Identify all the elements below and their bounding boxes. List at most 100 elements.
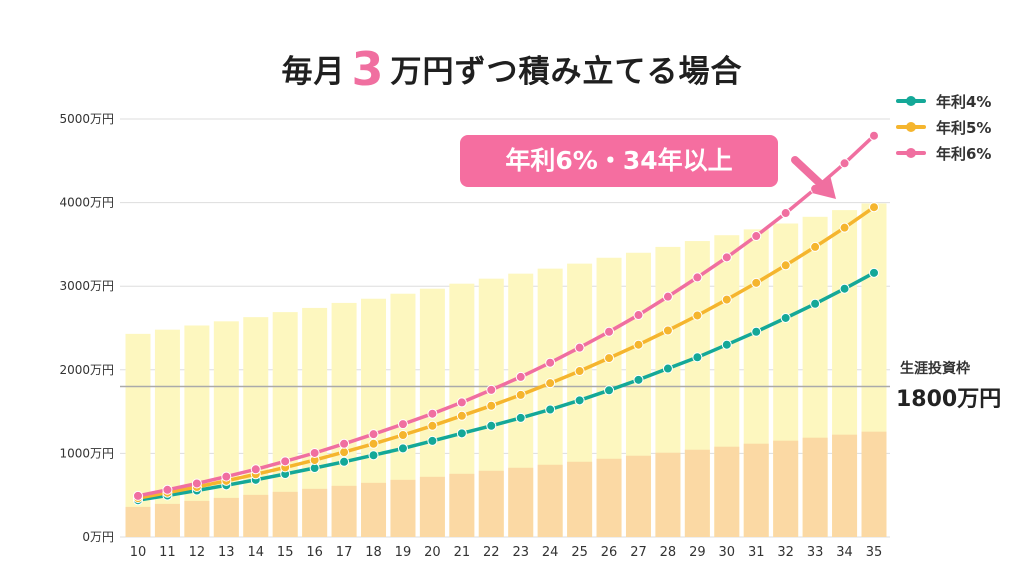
series-point-4 [751,326,762,337]
series-point-6 [662,291,673,302]
x-tick-label: 35 [866,545,883,560]
series-point-4 [427,435,438,446]
principal-bar [655,452,681,537]
series-point-4 [662,363,673,374]
principal-bar [419,476,445,537]
x-tick-label: 18 [365,545,382,560]
series-point-5 [869,202,879,213]
series-point-4 [839,283,850,294]
investment-limit-title: 生涯投資枠 [900,361,970,377]
series-point-5 [662,325,673,336]
principal-bar [773,440,799,537]
x-tick-label: 12 [189,545,206,560]
x-tick-label: 31 [748,545,765,560]
principal-bar [596,458,622,537]
principal-bar [449,473,475,537]
principal-bar [743,443,769,537]
series-point-5 [810,241,821,252]
principal-bar [125,506,151,537]
series-point-6 [250,464,261,475]
principal-bar [302,488,328,537]
legend-item-rate-4: 年利4% [896,88,991,114]
series-point-6 [486,384,497,395]
series-point-6 [633,310,644,321]
principal-bar [390,479,416,537]
series-point-4 [721,339,732,350]
series-point-6 [692,272,703,283]
series-point-4 [869,267,879,278]
series-point-4 [604,385,615,396]
x-tick-label: 34 [836,545,853,560]
y-tick-label: 4000万円 [59,196,114,210]
series-point-5 [397,430,408,441]
series-point-5 [574,366,585,377]
y-tick-label: 5000万円 [59,112,114,126]
total-bar [125,333,151,537]
series-point-6 [780,208,791,219]
x-tick-label: 17 [336,545,353,560]
series-point-6 [162,484,173,495]
series-point-6 [339,438,350,449]
series-line-5 [137,205,876,500]
series-point-6 [191,478,202,489]
legend-swatch-rate-6 [896,146,926,160]
x-tick-label: 29 [689,545,706,560]
legend-swatch-rate-4 [896,94,926,108]
principal-bar [272,491,298,537]
chart-title: 毎月 3 万円ずつ積み立てる場合 [0,42,1024,96]
title-prefix: 毎月 [281,54,346,90]
series-point-6 [721,252,732,263]
series-point-4 [780,312,791,323]
x-tick-label: 23 [512,545,529,560]
series-point-5 [545,378,556,389]
series-point-6 [839,158,850,169]
series-point-4 [574,395,585,406]
x-tick-label: 16 [306,545,323,560]
series-point-4 [456,428,467,439]
legend: 年利4% 年利5% 年利6% [896,88,991,166]
series-point-6 [133,490,143,501]
series-point-6 [604,326,615,337]
principal-bar [537,464,563,537]
principal-bar [714,446,740,537]
series-point-6 [368,429,379,440]
principal-bar [243,494,269,537]
x-tick-label: 33 [807,545,824,560]
x-tick-label: 28 [660,545,677,560]
series-point-4 [810,298,821,309]
x-tick-label: 14 [247,545,264,560]
series-point-5 [692,310,703,321]
series-point-6 [515,371,526,382]
series-point-4 [339,456,350,467]
principal-bar [331,485,357,537]
principal-bar [361,482,387,537]
series-point-6 [221,471,232,482]
principal-bar [802,437,828,537]
principal-bar [684,449,710,537]
title-number: 3 [351,42,385,96]
series-point-4 [692,352,703,363]
x-tick-label: 26 [601,545,618,560]
series-point-5 [427,420,438,431]
legend-label-rate-6: 年利6% [936,144,992,163]
y-tick-label: 3000万円 [59,279,114,293]
series-point-5 [515,389,526,400]
x-tick-label: 27 [630,545,647,560]
series-point-6 [456,397,467,408]
x-tick-label: 21 [454,545,471,560]
series-point-6 [280,456,291,467]
legend-label-rate-4: 年利4% [936,92,992,111]
principal-bar [625,455,651,537]
x-tick-label: 24 [542,545,559,560]
x-tick-label: 30 [719,545,736,560]
series-point-4 [397,443,408,454]
x-tick-label: 15 [277,545,294,560]
x-tick-label: 13 [218,545,235,560]
series-point-4 [515,412,526,423]
x-tick-label: 11 [159,545,176,560]
x-tick-label: 20 [424,545,441,560]
investment-limit-value: 1800万円 [896,387,1002,412]
series-point-5 [456,410,467,421]
legend-swatch-rate-5 [896,120,926,134]
principal-bar [184,500,210,537]
